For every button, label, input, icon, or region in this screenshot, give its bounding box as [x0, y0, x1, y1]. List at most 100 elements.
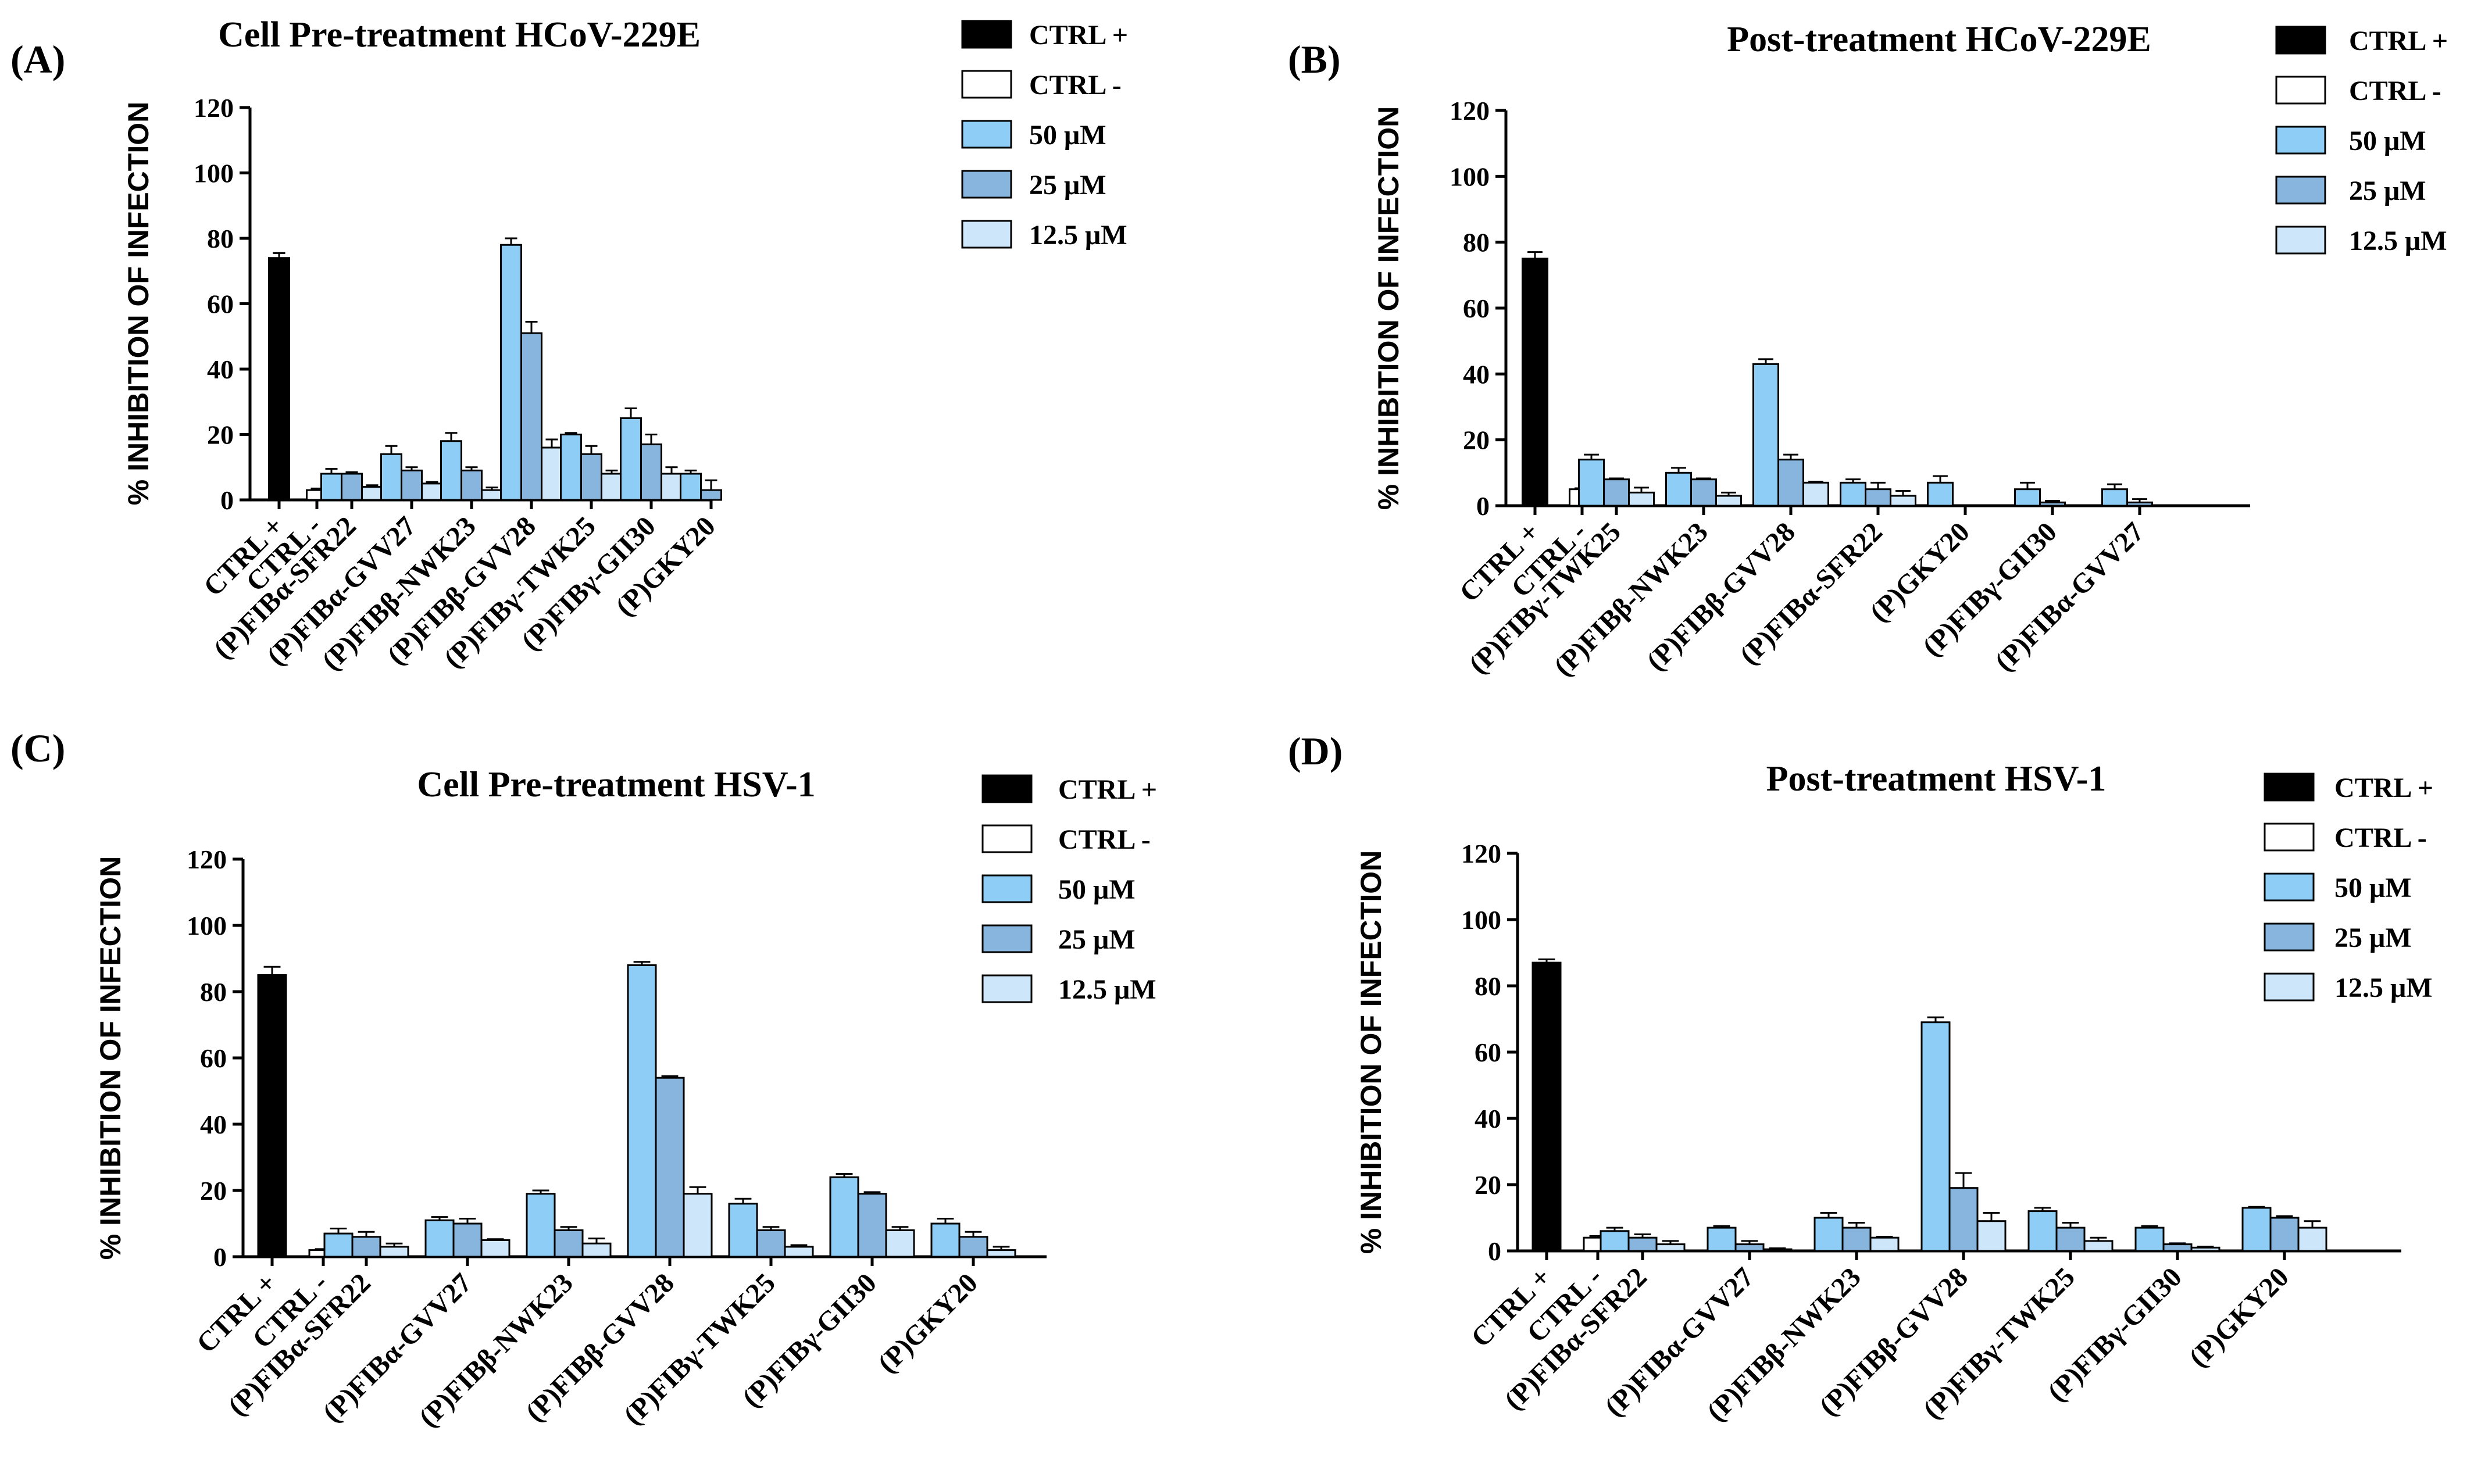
- bar-p-fibbeta-nwk23-12-5-um: [1715, 495, 1742, 507]
- bar-p-fibalpha-gvv27-25-um: [2126, 501, 2153, 507]
- bar-ctrl-pos: [1522, 258, 1548, 507]
- bar-p-fibbeta-nwk23-12-5-um: [481, 489, 503, 501]
- panel-letter: (A): [10, 37, 65, 81]
- legend-swatch-ctrl: [2264, 823, 2315, 852]
- bar-p-fibbeta-nwk23-50-um: [526, 1193, 556, 1258]
- legend-swatch-ctrl: [981, 824, 1033, 853]
- legend-label-ctrl: CTRL -: [1058, 824, 1151, 855]
- legend-swatch-12-5-um: [2264, 972, 2315, 1002]
- legend-swatch-ctrl-pos: [2264, 773, 2315, 802]
- y-tick-label: 0: [1476, 491, 1490, 521]
- y-tick-label: 80: [200, 977, 227, 1007]
- legend-swatch-ctrl-pos: [961, 20, 1012, 49]
- bar-p-gky20-25-um: [958, 1236, 988, 1258]
- panel-letter: (C): [10, 726, 65, 770]
- x-tick-label: (P)GKY20: [872, 1267, 984, 1379]
- legend-label-25-um: 25 μM: [1058, 924, 1136, 955]
- bar-ctrl-pos: [268, 257, 290, 501]
- bar-p-fibalpha-sfr22-25-um: [1627, 1236, 1658, 1252]
- y-tick-label: 20: [207, 420, 234, 450]
- legend-label-12-5-um: 12.5 μM: [1029, 220, 1127, 251]
- panel-a: (A) Cell Pre-treatment HCoV-229E % INHIBIT…: [10, 15, 1128, 677]
- y-tick-label: 60: [200, 1043, 227, 1073]
- bar-p-fibgamma-gii30-50-um: [829, 1176, 859, 1258]
- legend-label-ctrl-pos: CTRL +: [2334, 773, 2433, 803]
- bar-p-fibalpha-gvv27-50-um: [424, 1219, 455, 1258]
- bar-p-gky20-25-um: [700, 489, 722, 501]
- bar-p-fibalpha-sfr22-12-5-um: [1890, 495, 1916, 507]
- bar-p-fibalpha-sfr22-50-um: [323, 1232, 354, 1258]
- bar-p-fibalpha-gvv27-12-5-um: [480, 1239, 510, 1258]
- bar-p-fibgamma-gii30-12-5-um: [885, 1229, 915, 1258]
- bar-p-fibalpha-sfr22-12-5-um: [1655, 1243, 1686, 1252]
- x-tick-label: (P)FIBγ-TWK25: [1463, 516, 1626, 680]
- x-tick-label: (P)GKY20: [2183, 1261, 2295, 1373]
- bar-p-fibbeta-nwk23-12-5-um: [1869, 1236, 1900, 1252]
- panel-letter: (D): [1288, 729, 1343, 773]
- y-tick-label: 40: [1475, 1104, 1501, 1133]
- bar-p-fibgamma-twk25-25-um: [2055, 1226, 2086, 1252]
- bar-p-fibbeta-gvv28-25-um: [1777, 459, 1804, 507]
- bar-p-fibalpha-gvv27-25-um: [452, 1222, 483, 1258]
- bar-p-fibalpha-sfr22-12-5-um: [379, 1246, 409, 1258]
- y-tick-label: 80: [1463, 228, 1490, 258]
- legend-label-ctrl: CTRL -: [2349, 76, 2441, 106]
- bar-p-fibalpha-sfr22-50-um: [1840, 481, 1866, 507]
- y-axis-label: % INHIBITION OF INFECTION: [1372, 106, 1405, 510]
- legend-label-ctrl-pos: CTRL +: [2349, 26, 2448, 56]
- y-tick-label: 40: [200, 1110, 227, 1139]
- bar-p-fibalpha-gvv27-12-5-um: [1762, 1248, 1793, 1252]
- bar-p-gky20-50-um: [1927, 481, 1954, 507]
- bar-p-fibalpha-gvv27-12-5-um: [421, 482, 443, 501]
- y-tick-label: 100: [1461, 905, 1501, 935]
- y-axis-label: % INHIBITION OF INFECTION: [94, 856, 127, 1260]
- bar-p-fibalpha-gvv27-25-um: [401, 469, 423, 501]
- legend-label-50-um: 50 μM: [2334, 872, 2412, 903]
- bar-p-gky20-50-um: [680, 473, 702, 501]
- legend-swatch-12-5-um: [981, 974, 1033, 1003]
- legend-label-12-5-um: 12.5 μM: [2349, 226, 2447, 256]
- chart-title: Cell Pre-treatment HSV-1: [417, 765, 815, 804]
- panel-b: (B) Post-treatment HCoV-229E % INHIBITION …: [1288, 20, 2448, 682]
- bar-p-fibbeta-nwk23-25-um: [460, 469, 483, 501]
- y-tick-label: 20: [200, 1176, 227, 1206]
- bar-p-fibbeta-nwk23-25-um: [1690, 478, 1717, 507]
- bar-p-fibbeta-nwk23-50-um: [1813, 1217, 1844, 1252]
- x-tick-label: (P)FIBα-GVV27: [1989, 516, 2150, 677]
- legend-swatch-12-5-um: [2275, 226, 2326, 255]
- bar-p-fibgamma-twk25-12-5-um: [2083, 1240, 2114, 1252]
- legend-swatch-50-um: [2264, 872, 2315, 902]
- x-tick-label: (P)FIBβ-GVV28: [1641, 516, 1801, 677]
- legend-swatch-12-5-um: [961, 220, 1012, 249]
- chart-title: Post-treatment HSV-1: [1766, 759, 2107, 799]
- legend-swatch-ctrl-pos: [981, 774, 1033, 803]
- bar-p-fibgamma-gii30-12-5-um: [661, 473, 683, 501]
- bar-ctrl-pos: [257, 974, 287, 1258]
- bar-p-fibalpha-gvv27-50-um: [380, 453, 402, 501]
- bar-p-gky20-50-um: [930, 1222, 961, 1258]
- chart-title: Post-treatment HCoV-229E: [1727, 20, 2151, 59]
- bar-p-fibalpha-gvv27-50-um: [2101, 488, 2128, 507]
- bar-p-fibgamma-twk25-50-um: [560, 434, 582, 501]
- y-axis-label: % INHIBITION OF INFECTION: [122, 102, 155, 505]
- legend-label-50-um: 50 μM: [1029, 120, 1106, 151]
- legend-label-25-um: 25 μM: [2334, 922, 2412, 953]
- bar-p-fibbeta-nwk23-25-um: [554, 1229, 584, 1258]
- legend-swatch-ctrl-pos: [2275, 26, 2326, 55]
- bar-p-fibalpha-sfr22-12-5-um: [361, 486, 383, 501]
- y-tick-label: 20: [1475, 1170, 1501, 1200]
- legend-label-50-um: 50 μM: [2349, 126, 2426, 156]
- legend-swatch-50-um: [2275, 126, 2326, 155]
- y-tick-label: 120: [187, 845, 227, 874]
- bar-p-fibgamma-gii30-25-um: [2162, 1243, 2193, 1252]
- bar-p-fibbeta-gvv28-12-5-um: [1802, 481, 1829, 507]
- bar-p-gky20-12-5-um: [986, 1249, 1016, 1258]
- bar-p-fibgamma-twk25-25-um: [580, 453, 602, 501]
- legend-label-50-um: 50 μM: [1058, 874, 1136, 905]
- y-tick-label: 0: [213, 1242, 227, 1272]
- bar-p-fibbeta-gvv28-12-5-um: [541, 446, 563, 501]
- bar-p-gky20-12-5-um: [2297, 1226, 2327, 1252]
- bar-p-fibgamma-gii30-25-um: [857, 1193, 887, 1258]
- bar-p-fibbeta-gvv28-50-um: [1752, 363, 1779, 507]
